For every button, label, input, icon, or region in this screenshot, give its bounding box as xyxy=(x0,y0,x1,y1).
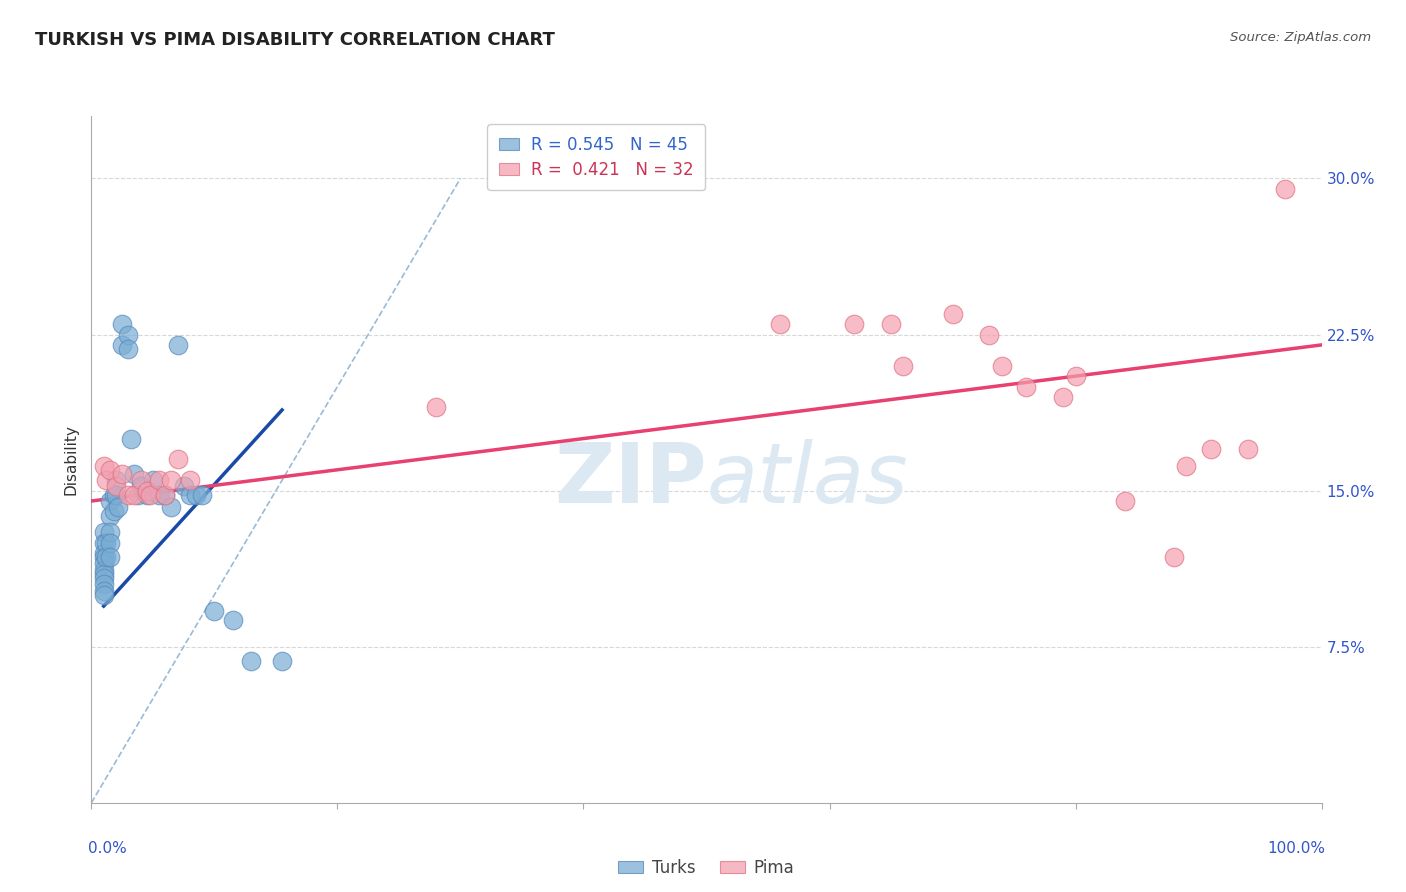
Point xyxy=(891,359,914,373)
Point xyxy=(160,500,183,515)
Point xyxy=(124,488,146,502)
Point xyxy=(117,342,139,356)
Point xyxy=(98,535,121,549)
Point xyxy=(103,488,125,502)
Point xyxy=(129,473,152,487)
Text: 100.0%: 100.0% xyxy=(1267,840,1326,855)
Point xyxy=(103,504,125,518)
Point xyxy=(1237,442,1260,456)
Point xyxy=(117,327,139,342)
Point xyxy=(135,483,157,498)
Point xyxy=(1114,494,1136,508)
Point xyxy=(96,535,117,549)
Point xyxy=(153,488,177,502)
Point xyxy=(880,317,903,331)
Point xyxy=(96,473,117,487)
Point xyxy=(941,307,963,321)
Legend: Turks, Pima: Turks, Pima xyxy=(612,853,801,884)
Text: atlas: atlas xyxy=(706,440,908,521)
Point xyxy=(93,525,115,540)
Point xyxy=(271,654,294,668)
Point xyxy=(93,566,115,581)
Point xyxy=(202,604,225,618)
Point xyxy=(153,488,177,502)
Point xyxy=(135,488,157,502)
Text: Source: ZipAtlas.com: Source: ZipAtlas.com xyxy=(1230,31,1371,45)
Point xyxy=(173,479,195,493)
Point xyxy=(1052,390,1074,404)
Point xyxy=(107,500,129,515)
Point xyxy=(120,432,142,446)
Point xyxy=(1064,369,1087,384)
Point xyxy=(1015,379,1038,393)
Point xyxy=(93,550,115,565)
Point xyxy=(842,317,865,331)
Point xyxy=(93,563,115,577)
Point xyxy=(105,473,127,487)
Point xyxy=(117,488,139,502)
Point xyxy=(98,494,121,508)
Point xyxy=(769,317,792,331)
Text: ZIP: ZIP xyxy=(554,440,706,521)
Text: TURKISH VS PIMA DISABILITY CORRELATION CHART: TURKISH VS PIMA DISABILITY CORRELATION C… xyxy=(35,31,555,49)
Point xyxy=(1199,442,1222,456)
Point xyxy=(222,613,245,627)
Point xyxy=(148,473,170,487)
Point xyxy=(124,467,146,481)
Point xyxy=(166,338,188,352)
Point xyxy=(1274,182,1296,196)
Point xyxy=(1163,550,1185,565)
Point xyxy=(179,488,201,502)
Point xyxy=(111,338,134,352)
Point xyxy=(127,488,149,502)
Point xyxy=(240,654,263,668)
Point xyxy=(166,452,188,467)
Point xyxy=(98,463,121,477)
Point xyxy=(111,467,134,481)
Point xyxy=(142,473,165,487)
Point xyxy=(184,488,207,502)
Point xyxy=(96,550,117,565)
Text: 0.0%: 0.0% xyxy=(87,840,127,855)
Point xyxy=(93,583,115,598)
Point xyxy=(98,525,121,540)
Point xyxy=(160,473,183,487)
Point xyxy=(179,473,201,487)
Point xyxy=(105,488,127,502)
Point xyxy=(979,327,1001,342)
Point xyxy=(129,479,152,493)
Point xyxy=(111,317,134,331)
Point xyxy=(148,488,170,502)
Point xyxy=(93,577,115,591)
Point xyxy=(93,571,115,585)
Point xyxy=(93,588,115,602)
Point xyxy=(98,508,121,523)
Point xyxy=(1175,458,1198,473)
Y-axis label: Disability: Disability xyxy=(63,424,79,495)
Point xyxy=(425,401,447,415)
Point xyxy=(93,535,115,549)
Point xyxy=(191,488,214,502)
Point xyxy=(93,557,115,571)
Point xyxy=(990,359,1012,373)
Point xyxy=(139,488,162,502)
Point xyxy=(105,479,127,493)
Point xyxy=(93,458,115,473)
Point xyxy=(93,546,115,560)
Point xyxy=(98,550,121,565)
